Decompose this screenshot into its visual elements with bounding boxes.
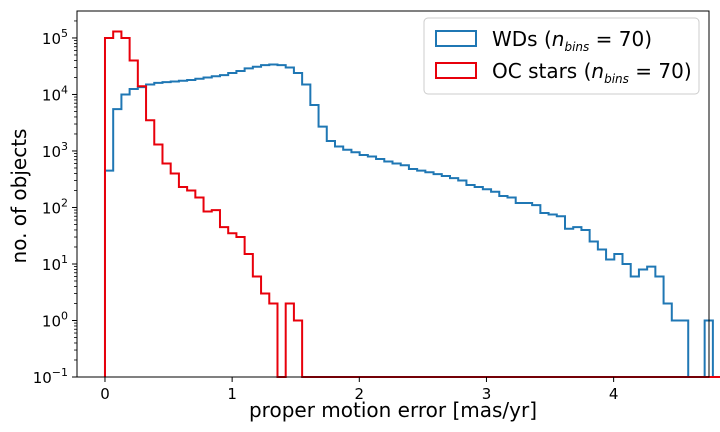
legend-oc-prefix: OC stars ( — [492, 59, 591, 83]
plot-frame — [76, 10, 710, 378]
y-axis-ticks: 10−1 100 101 102 103 104 105 — [33, 20, 77, 387]
y-axis-label: no. of objects — [7, 129, 31, 264]
x-tick-label: 4 — [609, 385, 619, 403]
y-tick-label: 102 — [42, 196, 68, 217]
series-line-wds — [103, 63, 720, 378]
legend-oc-math-n: n — [591, 59, 604, 83]
legend-wds-suffix: = 70) — [589, 27, 652, 51]
x-tick-label: 2 — [355, 385, 365, 403]
x-tick-label: 0 — [100, 385, 110, 403]
x-tick-label: 1 — [227, 385, 237, 403]
legend-label-wds: WDs (nbins = 70) — [492, 27, 652, 54]
legend-wds-prefix: WDs ( — [492, 27, 552, 51]
legend-swatch-wds — [435, 30, 477, 47]
x-axis-label: proper motion error [mas/yr] — [249, 398, 537, 422]
x-tick-label: 3 — [482, 385, 492, 403]
legend-wds-math-n: n — [552, 27, 565, 51]
legend: WDs (nbins = 70) OC stars (nbins = 70) — [423, 17, 700, 95]
legend-wds-math-sub: bins — [564, 40, 589, 54]
y-tick-label: 10−1 — [33, 366, 68, 387]
legend-oc-suffix: = 70) — [629, 59, 692, 83]
legend-label-oc-stars: OC stars (nbins = 70) — [492, 59, 692, 86]
y-tick-label: 105 — [42, 27, 68, 48]
legend-oc-math-sub: bins — [604, 72, 629, 86]
legend-frame — [423, 17, 700, 95]
y-tick-label: 101 — [42, 253, 68, 274]
y-tick-label: 104 — [42, 83, 68, 104]
y-tick-label: 100 — [42, 309, 68, 330]
y-tick-label: 103 — [42, 140, 68, 161]
legend-swatch-oc-stars — [435, 62, 477, 79]
x-axis-ticks: 0 1 2 3 4 — [100, 377, 618, 403]
